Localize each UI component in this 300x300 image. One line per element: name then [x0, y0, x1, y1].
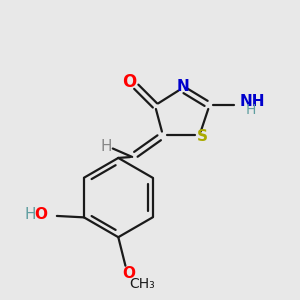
Text: O: O: [34, 207, 47, 222]
Text: H: H: [246, 103, 256, 117]
Text: O: O: [122, 73, 136, 91]
Text: CH₃: CH₃: [129, 277, 155, 291]
Text: O: O: [123, 266, 136, 281]
Text: S: S: [197, 129, 208, 144]
Text: NH: NH: [239, 94, 265, 109]
Text: H: H: [101, 139, 112, 154]
Text: H: H: [25, 207, 36, 222]
Text: N: N: [176, 79, 189, 94]
